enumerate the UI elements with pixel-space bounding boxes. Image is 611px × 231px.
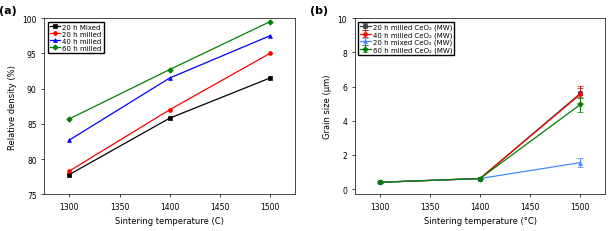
Line: 60 h milled: 60 h milled xyxy=(67,21,272,121)
20 h milled xyxy=(166,109,174,112)
60 h milled xyxy=(266,21,274,24)
40 h milled xyxy=(166,77,174,80)
Legend: 20 h Mixed, 20 h milled, 40 h milled, 60 h milled: 20 h Mixed, 20 h milled, 40 h milled, 60… xyxy=(48,22,104,54)
20 h Mixed xyxy=(166,117,174,120)
Y-axis label: Relative density (%): Relative density (%) xyxy=(7,64,16,149)
40 h milled xyxy=(66,139,73,142)
Y-axis label: Grain size (μm): Grain size (μm) xyxy=(323,75,332,139)
Line: 20 h Mixed: 20 h Mixed xyxy=(67,77,272,177)
20 h Mixed xyxy=(266,77,274,80)
X-axis label: Sintering temperature (C): Sintering temperature (C) xyxy=(115,216,224,225)
60 h milled xyxy=(66,118,73,121)
60 h milled xyxy=(166,69,174,72)
Text: (b): (b) xyxy=(310,6,327,15)
Line: 20 h milled: 20 h milled xyxy=(67,52,272,173)
20 h milled xyxy=(266,53,274,55)
20 h milled xyxy=(66,170,73,173)
Legend: 20 h milled CeO₂ (MW), 40 h milled CeO₂ (MW), 20 h mixed CeO₂ (MW), 60 h milled : 20 h milled CeO₂ (MW), 40 h milled CeO₂ … xyxy=(358,22,455,56)
20 h Mixed xyxy=(66,173,73,176)
X-axis label: Sintering temperature (°C): Sintering temperature (°C) xyxy=(423,216,536,225)
Line: 40 h milled: 40 h milled xyxy=(67,35,272,142)
Text: (a): (a) xyxy=(0,6,17,15)
40 h milled xyxy=(266,35,274,38)
